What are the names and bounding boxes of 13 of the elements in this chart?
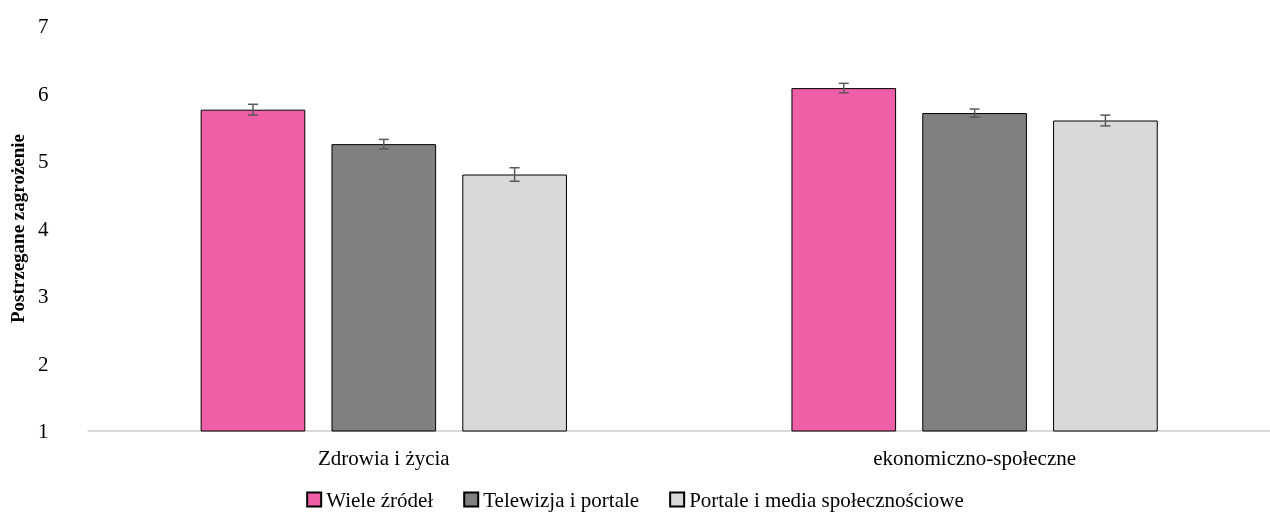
y-axis-title: Postrzegane zagrożenie — [7, 133, 28, 324]
y-tick-label: 6 — [37, 81, 49, 106]
y-tick-label: 2 — [37, 351, 49, 376]
x-tick-label: ekonomiczno-społeczne — [873, 445, 1077, 470]
legend-label: Telewizja i portale — [483, 487, 640, 512]
x-tick-label: Zdrowia i życia — [317, 445, 451, 470]
y-tick-label: 7 — [37, 14, 49, 38]
legend-label: Portale i media społecznościowe — [689, 487, 964, 512]
y-tick-label: 4 — [37, 216, 49, 241]
legend-label: Wiele źródeł — [326, 487, 434, 512]
y-tick-label: 5 — [37, 149, 49, 173]
y-tick-label: 3 — [37, 284, 49, 308]
y-tick-label: 1 — [37, 419, 49, 443]
